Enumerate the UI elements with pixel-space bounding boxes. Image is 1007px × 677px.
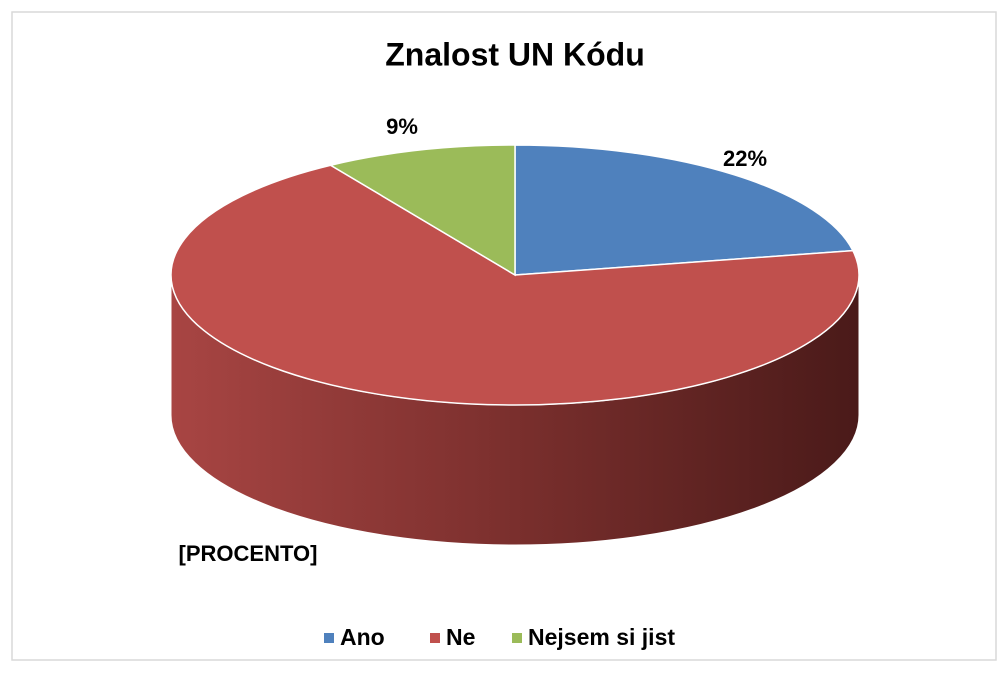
legend-label: Nejsem si jist: [528, 624, 675, 650]
chart-title: Znalost UN Kódu: [385, 36, 645, 72]
pie-slice: [328, 144, 516, 277]
legend-swatch: [512, 633, 522, 643]
pie-slice: [170, 164, 860, 406]
legend-label: Ano: [340, 624, 385, 650]
legend-label: Ne: [446, 624, 475, 650]
legend-swatch: [324, 633, 334, 643]
data-label: 9%: [386, 114, 418, 139]
data-label: [PROCENTO]: [179, 541, 318, 566]
data-label: 22%: [723, 146, 767, 171]
pie-slice: [514, 144, 855, 276]
legend-swatch: [430, 633, 440, 643]
